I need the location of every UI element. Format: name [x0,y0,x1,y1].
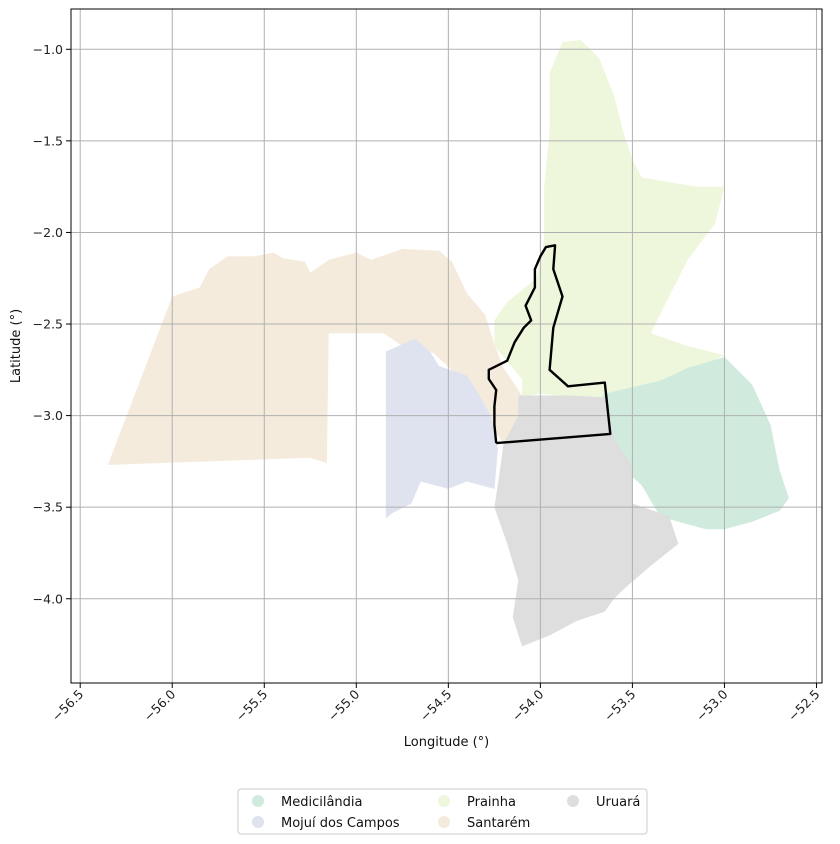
x-tick-label: −55.0 [325,686,363,724]
region-santarem [107,248,523,465]
x-tick-label: −55.5 [233,687,271,725]
legend-label: Santarém [467,816,530,831]
y-tick-label: −1.5 [33,133,63,148]
x-axis-ticks: −56.5 −56.0 −55.5 −55.0 −54.5 −54.0 −53.5 −53.0… [49,683,823,724]
legend-label: Prainha [467,795,516,810]
x-axis-label: Longitude (°) [404,735,489,750]
region-mojui-dos-campos [385,338,498,519]
y-tick-label: −3.0 [33,408,63,423]
y-tick-label: −2.5 [33,317,63,332]
x-tick-label: −54.0 [509,686,547,724]
x-tick-label: −53.0 [693,686,731,724]
x-tick-label: −52.5 [785,687,823,725]
legend-label: Mojuí dos Campos [281,816,400,831]
legend-marker [567,795,579,807]
legend-label: Uruará [596,795,640,810]
legend-marker [252,816,264,828]
y-axis-ticks: −1.0 −1.5 −2.0 −2.5 −3.0 −3.5 −4.0 [33,42,71,606]
x-tick-label: −54.5 [417,687,455,725]
plot-frame [70,8,823,684]
legend-label: Medicilândia [281,795,363,810]
legend-marker [252,795,264,807]
x-tick-label: −56.5 [49,687,87,725]
y-tick-label: −4.0 [33,591,63,606]
plot-area [71,9,822,683]
region-prainha [494,40,725,398]
legend-box [237,788,648,835]
legend-marker [438,795,450,807]
y-tick-label: −3.5 [33,500,63,515]
y-axis-label: Latitude (°) [9,309,24,383]
y-tick-label: −2.0 [33,225,63,240]
legend: Medicilândia Mojuí dos Campos Prainha Santa… [237,788,648,835]
y-tick-label: −1.0 [33,42,63,57]
region-medicilandia [586,357,789,530]
x-tick-label: −56.0 [141,686,179,724]
x-tick-label: −53.5 [601,687,639,725]
highlight-boundary [487,244,612,445]
legend-marker [438,816,450,828]
